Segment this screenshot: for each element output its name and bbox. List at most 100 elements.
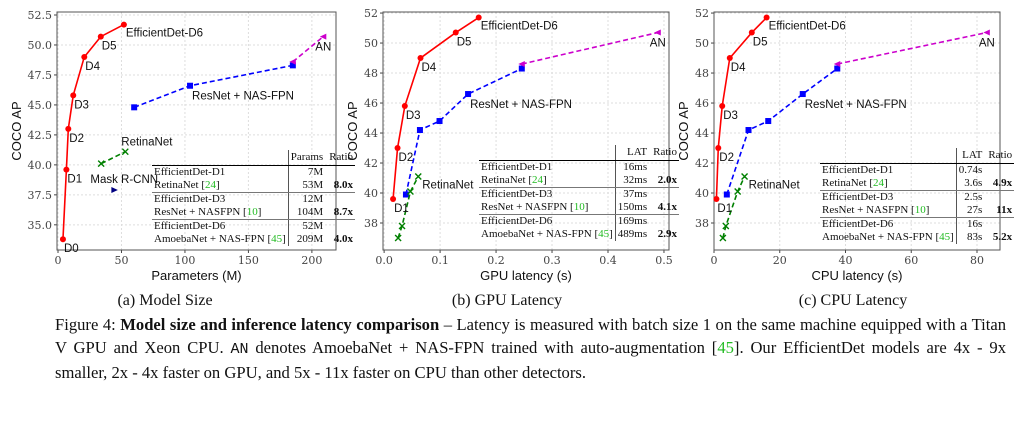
model-name: AmoebaNet + NAS-FPN [45] — [481, 228, 613, 240]
x-tick-label: 100 — [174, 254, 195, 267]
citation-link[interactable]: 24 — [205, 179, 217, 191]
model-name-text: EfficientDet-D6 — [822, 218, 894, 230]
y-tick-label: 44 — [364, 127, 378, 140]
ratio-value — [327, 220, 355, 234]
citation-link[interactable]: 10 — [914, 204, 926, 216]
data-point — [414, 173, 422, 181]
model-name-text: EfficientDet-D3 — [822, 191, 894, 203]
data-point — [734, 188, 742, 196]
citation-link[interactable]: 10 — [573, 201, 585, 213]
table-header: Params — [287, 150, 328, 166]
table-row: RetinaNet [24] 32ms 2.0x — [479, 174, 679, 188]
series-efficientdet — [390, 14, 482, 203]
point-label: D1 — [717, 203, 732, 215]
metric-value: 150ms — [614, 201, 652, 215]
table-header: Ratio — [986, 148, 1015, 164]
point-label: RetinaNet — [422, 180, 474, 192]
table-header: Ratio — [327, 150, 356, 166]
data-point — [289, 62, 296, 69]
model-name-text: EfficientDet-D1 — [822, 164, 894, 176]
table-header: Ratio — [651, 145, 679, 161]
point-label: D5 — [753, 37, 768, 49]
x-tick-label: 0.0 — [375, 254, 393, 267]
data-point — [416, 127, 423, 134]
table-row: ResNet + NASFPN [10] 27s 11x — [820, 204, 1015, 218]
ratio-value: 2.9x — [657, 228, 677, 240]
data-point — [59, 236, 66, 243]
model-name-text: EfficientDet-D3 — [481, 188, 553, 200]
series-line-retinanet — [722, 176, 746, 239]
point-label: AN — [650, 38, 666, 50]
data-point — [713, 196, 720, 203]
data-point — [723, 191, 730, 198]
ratio-value — [986, 218, 1014, 232]
data-point — [398, 222, 406, 230]
y-tick-label: 38 — [364, 217, 378, 230]
model-name-text: RetinaNet — [154, 179, 199, 191]
table-header — [152, 150, 289, 166]
citation-link[interactable]: 45 — [598, 228, 610, 240]
model-name: EfficientDet-D3 — [479, 188, 615, 202]
metric-value: 489ms — [614, 228, 652, 241]
model-name-text: EfficientDet-D3 — [154, 193, 226, 205]
data-point — [131, 104, 138, 111]
metric-value: 27s — [955, 204, 987, 218]
ratio-value: 8.0x — [327, 179, 356, 193]
y-tick-label: 40.0 — [28, 159, 53, 172]
data-point — [417, 55, 424, 62]
metric-value: 7M — [287, 165, 328, 179]
caption-an: AN — [230, 341, 249, 358]
series-amoebanet — [833, 29, 990, 68]
plot-frame — [56, 11, 337, 251]
series-line-efficientdet — [392, 16, 480, 200]
plot-frame — [713, 11, 1001, 251]
chart-1: 0 50 100 150 200 35.0 37.5 40.0 42.5 45.0 47.5 50.0… — [9, 9, 337, 283]
ratio-value — [327, 166, 355, 180]
model-name-text: RetinaNet — [481, 174, 526, 186]
table-header: LAT — [955, 148, 987, 164]
data-point — [715, 145, 722, 152]
y-tick-label: 42.5 — [28, 129, 53, 142]
citation-link[interactable]: 24 — [532, 174, 544, 186]
citation-link[interactable]: 45 — [939, 231, 951, 243]
citation-link[interactable]: 45 — [271, 233, 283, 245]
point-label: D3 — [74, 99, 89, 111]
metric-value: 169ms — [614, 214, 652, 228]
y-tick-label: 40 — [364, 187, 378, 200]
y-tick-label: 42 — [364, 157, 378, 170]
table-row: EfficientDet-D1 0.74s — [820, 163, 1014, 178]
x-tick-label: 200 — [301, 254, 322, 267]
comparison-table: LAT Ratio EfficientDet-D1 0.74s RetinaNet [2… — [820, 148, 1015, 244]
point-label: D2 — [719, 152, 734, 164]
table-row: AmoebaNet + NAS-FPN [45] 83s 5.2x — [820, 231, 1014, 244]
point-label: D0 — [64, 243, 79, 255]
citation-link[interactable]: 45 — [717, 338, 734, 357]
point-label: Mask R-CNN — [90, 174, 158, 186]
citation-link[interactable]: 24 — [873, 177, 885, 189]
plot-frame — [382, 11, 670, 251]
data-point — [518, 65, 525, 72]
data-point — [81, 53, 88, 60]
ratio-value: 11x — [986, 204, 1015, 218]
model-name-text: AmoebaNet + NAS-FPN — [481, 228, 592, 240]
y-tick-label: 40 — [695, 187, 709, 200]
table-row: EfficientDet-D6 16s — [820, 217, 1014, 232]
y-axis-label: COCO AP — [9, 101, 24, 160]
table-row: EfficientDet-D3 37ms — [479, 187, 679, 202]
comparison-table: Params Ratio EfficientDet-D1 7M RetinaNet [2… — [152, 150, 356, 246]
series-retinanet — [394, 173, 422, 242]
citation-link[interactable]: 10 — [246, 206, 258, 218]
table-row: AmoebaNet + NAS-FPN [45] 489ms 2.9x — [479, 228, 679, 241]
metric-value: 209M — [287, 233, 328, 246]
x-tick-label: 0.2 — [487, 254, 505, 267]
data-point — [406, 188, 414, 196]
data-point — [518, 61, 525, 68]
model-name: EfficientDet-D1 — [820, 164, 956, 178]
data-point — [97, 33, 104, 40]
x-tick-label: 80 — [970, 254, 984, 267]
point-label: D1 — [394, 203, 409, 215]
series-line-amoebanet — [292, 35, 324, 63]
point-label: D4 — [421, 62, 436, 74]
x-tick-label: 0.3 — [543, 254, 561, 267]
table-row: EfficientDet-D6 52M — [152, 219, 355, 234]
